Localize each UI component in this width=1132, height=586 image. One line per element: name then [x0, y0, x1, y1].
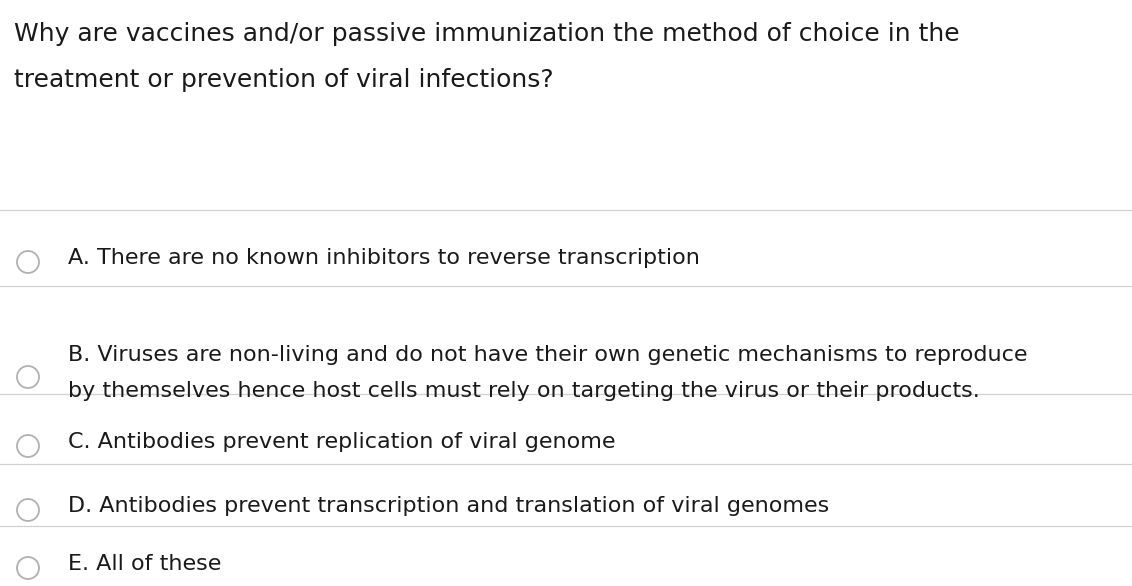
Text: D. Antibodies prevent transcription and translation of viral genomes: D. Antibodies prevent transcription and …: [68, 496, 830, 516]
Text: C. Antibodies prevent replication of viral genome: C. Antibodies prevent replication of vir…: [68, 432, 616, 452]
Text: treatment or prevention of viral infections?: treatment or prevention of viral infecti…: [14, 68, 554, 92]
Text: E. All of these: E. All of these: [68, 554, 222, 574]
Text: A. There are no known inhibitors to reverse transcription: A. There are no known inhibitors to reve…: [68, 248, 700, 268]
Text: B. Viruses are non-living and do not have their own genetic mechanisms to reprod: B. Viruses are non-living and do not hav…: [68, 345, 1028, 365]
Text: by themselves hence host cells must rely on targeting the virus or their product: by themselves hence host cells must rely…: [68, 381, 980, 401]
Text: Why are vaccines and/or passive immunization the method of choice in the: Why are vaccines and/or passive immuniza…: [14, 22, 960, 46]
